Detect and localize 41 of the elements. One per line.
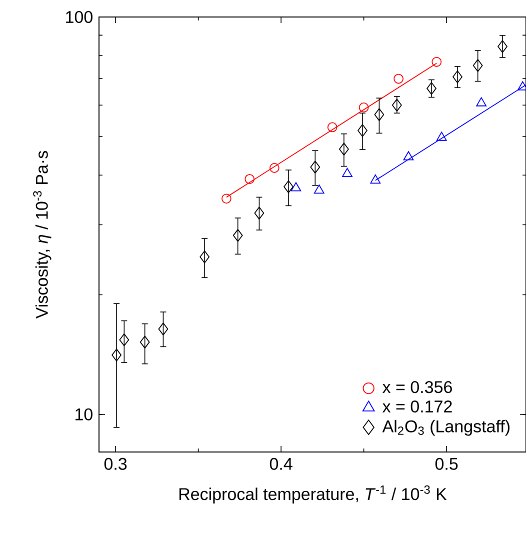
point	[342, 168, 352, 178]
point	[339, 142, 349, 156]
x-tick-label: 0.5	[435, 458, 458, 470]
point	[472, 59, 483, 72]
x-axis-title: Reciprocal temperature, T$^{-1}$ / 10$^{-3}$ K	[179, 485, 447, 504]
point	[112, 348, 122, 362]
y-axis-title: Viscosity, η / 10$^{-3}$ Pa·s	[33, 150, 52, 319]
point	[284, 180, 294, 194]
point	[426, 82, 436, 95]
point	[310, 160, 320, 174]
point	[436, 132, 447, 141]
point	[394, 74, 404, 84]
x-tick-label: 0.4	[270, 458, 292, 470]
point	[498, 40, 508, 53]
legend-label: x = 0.172	[382, 400, 452, 413]
point	[452, 70, 462, 84]
y-tick-label: 10	[76, 408, 92, 420]
legend-label: x = 0.356	[382, 381, 452, 394]
point	[158, 322, 168, 336]
point	[327, 122, 338, 132]
point	[314, 184, 324, 194]
point	[374, 108, 384, 122]
point	[244, 174, 255, 184]
point	[140, 336, 150, 349]
legend-label: Al$_{2}$O$_{3}$ (Langstaff)	[382, 420, 510, 436]
point	[358, 124, 368, 137]
point	[358, 102, 369, 112]
point	[222, 194, 232, 204]
point	[290, 182, 302, 192]
point	[476, 97, 487, 106]
point	[370, 174, 381, 184]
point	[403, 151, 414, 160]
point	[392, 98, 402, 112]
point	[254, 206, 264, 220]
point	[119, 333, 130, 346]
point	[232, 229, 243, 242]
y-tick-label: 100	[66, 10, 92, 24]
point	[200, 250, 210, 264]
x-tick-label: 0.3	[104, 458, 127, 470]
point	[270, 163, 280, 173]
point	[432, 56, 442, 67]
